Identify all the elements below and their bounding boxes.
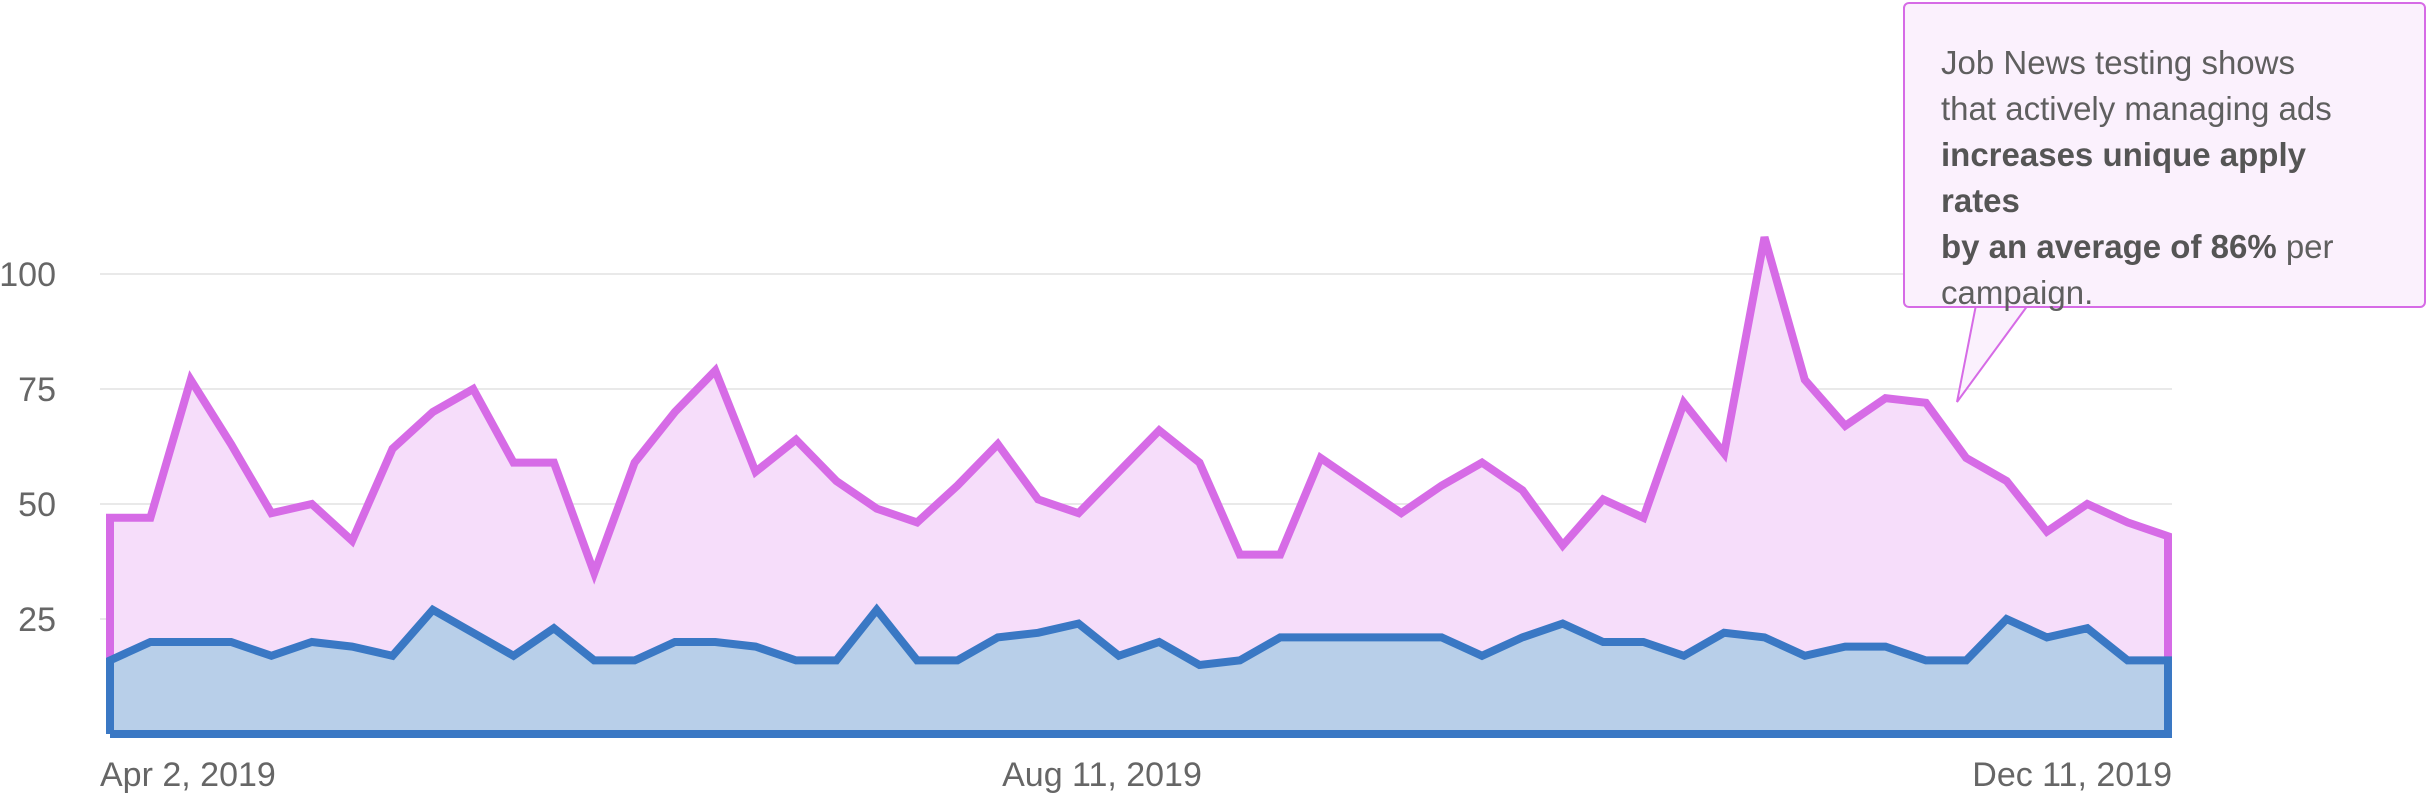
annotation-callout: Job News testing shows that actively man…: [1903, 2, 2426, 311]
callout-bold-2: by an average of 86%: [1941, 228, 2277, 265]
x-tick-label: Apr 2, 2019: [100, 756, 276, 794]
callout-tail-text: per: [2276, 228, 2334, 265]
callout-line-1: Job News testing shows: [1941, 44, 2295, 81]
series-lower-area: [110, 609, 2168, 734]
series-upper-line: [106, 236, 2172, 661]
callout-bold-1: increases unique apply rates: [1941, 136, 2306, 219]
y-tick-label: 100: [0, 256, 56, 294]
callout-line-2: that actively managing ads: [1941, 90, 2332, 127]
callout-line-5: campaign.: [1941, 274, 2094, 311]
y-axis-ticks: 25 50 75 100: [0, 256, 56, 639]
x-axis-ticks: Apr 2, 2019 Aug 11, 2019 Dec 11, 2019: [100, 756, 2172, 794]
x-tick-label: Dec 11, 2019: [1972, 756, 2172, 794]
callout-pointer: [1956, 304, 2029, 403]
y-tick-label: 25: [18, 601, 56, 639]
y-tick-label: 75: [18, 371, 56, 409]
series-lower-line: [106, 603, 2172, 738]
y-tick-label: 50: [18, 486, 56, 524]
series-upper-area: [110, 237, 2168, 734]
x-tick-label: Aug 11, 2019: [1002, 756, 1202, 794]
